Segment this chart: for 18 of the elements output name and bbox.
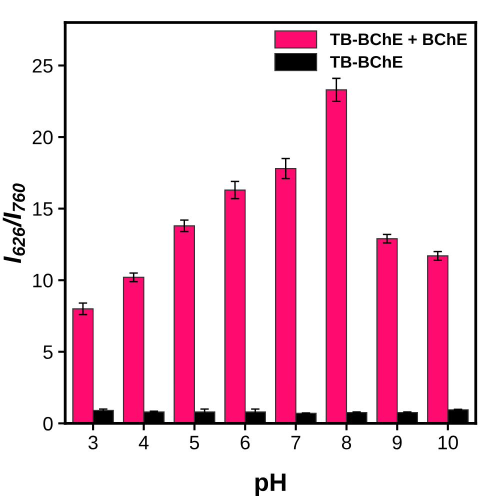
x-tick-label: 5 xyxy=(190,436,200,450)
x-tick-label: 4 xyxy=(138,436,149,450)
y-tick-label: 5 xyxy=(43,345,53,360)
x-tick-label: 7 xyxy=(291,436,300,450)
y-tick-label: 25 xyxy=(32,58,53,73)
legend-label: TB-BChE xyxy=(330,56,402,68)
y-tick-label: 0 xyxy=(43,416,53,431)
y-tick-label: 10 xyxy=(33,274,53,288)
legend-label: TB-BChE + BChE xyxy=(330,32,467,46)
y-axis-title: I$_{626}$/I$_{760}$ xyxy=(2,183,26,264)
y-tick-label: 15 xyxy=(33,202,53,216)
x-tick-label: 8 xyxy=(342,436,352,450)
y-tick-label: 20 xyxy=(32,130,53,144)
x-tick-label: 3 xyxy=(88,436,98,450)
x-axis-title: pH xyxy=(255,474,286,496)
x-tick-label: 9 xyxy=(392,436,402,450)
x-tick-label: 10 xyxy=(438,436,458,450)
x-tick-label: 6 xyxy=(240,436,250,450)
